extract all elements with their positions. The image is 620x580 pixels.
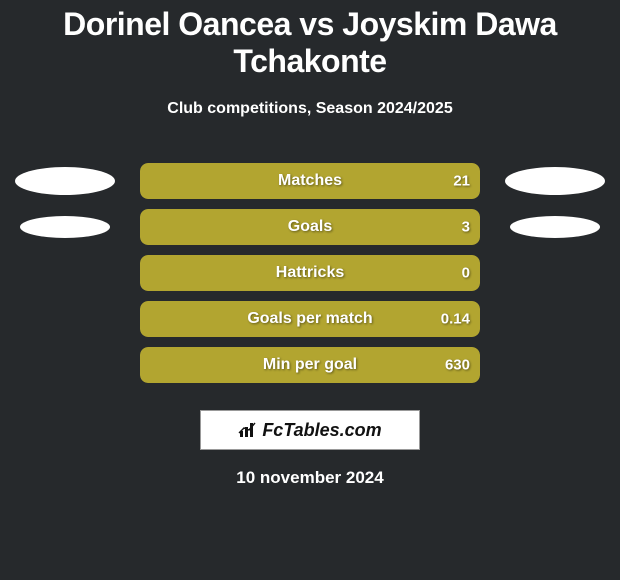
bar-zone: Goals per match 0.14 xyxy=(120,301,500,337)
player-marker-right xyxy=(510,216,600,238)
stat-row: Goals 3 xyxy=(10,204,610,250)
stat-bar: Hattricks 0 xyxy=(140,255,480,291)
stat-value-right: 630 xyxy=(445,357,470,374)
left-marker-col xyxy=(10,216,120,238)
stat-row: Goals per match 0.14 xyxy=(10,296,610,342)
stat-value-right: 21 xyxy=(453,173,470,190)
stat-label: Min per goal xyxy=(263,356,357,374)
page-title: Dorinel Oancea vs Joyskim Dawa Tchakonte xyxy=(0,0,620,80)
bar-zone: Hattricks 0 xyxy=(120,255,500,291)
left-marker-col xyxy=(10,167,120,195)
stat-label: Goals xyxy=(288,218,332,236)
stat-row: Hattricks 0 xyxy=(10,250,610,296)
player-marker-left xyxy=(15,167,115,195)
stat-value-right: 0.14 xyxy=(441,311,470,328)
stat-bar: Goals per match 0.14 xyxy=(140,301,480,337)
player-marker-right xyxy=(505,167,605,195)
stat-bar: Min per goal 630 xyxy=(140,347,480,383)
subtitle: Club competitions, Season 2024/2025 xyxy=(0,100,620,118)
player-marker-left xyxy=(20,216,110,238)
stat-row: Min per goal 630 xyxy=(10,342,610,388)
stat-bar: Matches 21 xyxy=(140,163,480,199)
bar-zone: Matches 21 xyxy=(120,163,500,199)
right-marker-col xyxy=(500,216,610,238)
stat-label: Matches xyxy=(278,172,342,190)
stat-row: Matches 21 xyxy=(10,158,610,204)
stat-bar: Goals 3 xyxy=(140,209,480,245)
branding-text: FcTables.com xyxy=(262,420,381,441)
comparison-chart: Matches 21 Goals 3 Hattricks 0 Goals per match… xyxy=(0,158,620,388)
stat-value-right: 0 xyxy=(462,265,470,282)
right-marker-col xyxy=(500,167,610,195)
branding-badge[interactable]: FcTables.com xyxy=(200,410,420,450)
bar-zone: Min per goal 630 xyxy=(120,347,500,383)
bar-zone: Goals 3 xyxy=(120,209,500,245)
stat-value-right: 3 xyxy=(462,219,470,236)
bar-chart-icon xyxy=(238,421,258,439)
date-label: 10 november 2024 xyxy=(0,468,620,488)
stat-label: Goals per match xyxy=(247,310,372,328)
stat-label: Hattricks xyxy=(276,264,344,282)
